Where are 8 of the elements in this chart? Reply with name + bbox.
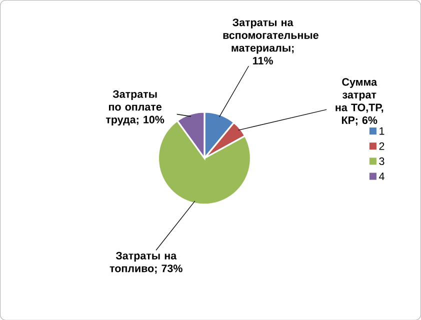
- legend-label: 4: [379, 172, 384, 180]
- data-label: Сумма затрат на ТО,ТР, КР; 6%: [336, 78, 384, 126]
- legend-label: 1: [380, 127, 384, 135]
- data-label: Затраты на вспомогательные материалы; 11%: [223, 18, 318, 64]
- data-label: Затраты на топливо; 73%: [110, 252, 182, 274]
- legend-label: 2: [379, 142, 384, 150]
- data-label: Затраты по оплате труда; 10%: [106, 90, 164, 126]
- legend-label: 3: [379, 157, 384, 165]
